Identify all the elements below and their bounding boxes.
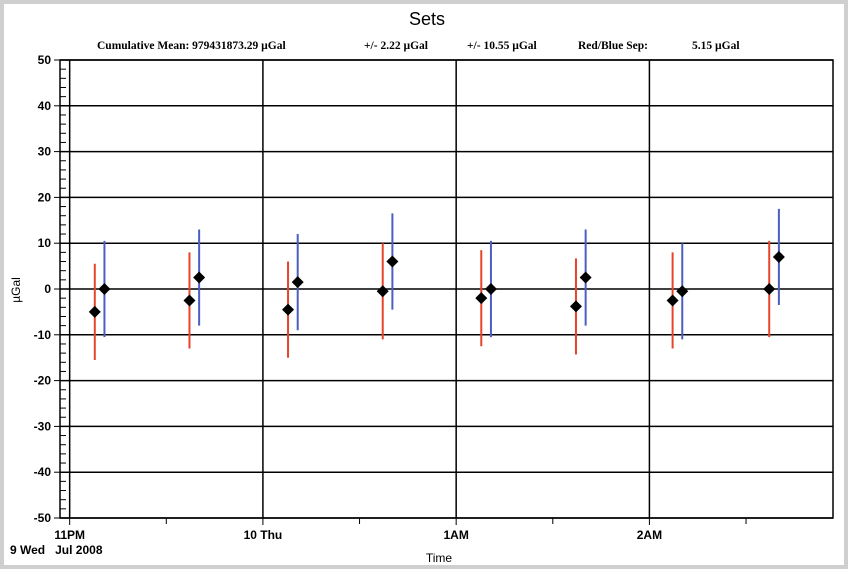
x-tick-label: 2AM: [637, 528, 662, 542]
y-tick-label: 20: [38, 190, 52, 204]
marker-s1-1: [193, 271, 206, 284]
marker-s1-0: [98, 283, 111, 295]
marker-s1-3: [386, 255, 399, 268]
marker-s0-6: [666, 294, 679, 307]
y-tick-label: -30: [34, 419, 52, 433]
y-tick-label: -50: [34, 511, 52, 525]
y-tick-label: 30: [38, 145, 52, 159]
marker-s1-4: [484, 283, 497, 295]
x-axis-label: Time: [426, 551, 453, 565]
marker-s0-2: [282, 303, 295, 316]
marker-s0-4: [475, 292, 488, 305]
y-axis-label: µGal: [9, 277, 23, 303]
y-tick-label: 40: [38, 99, 52, 113]
y-tick-label: -10: [34, 328, 52, 342]
marker-s0-5: [569, 300, 582, 313]
x-tick-label: 10 Thu: [244, 528, 283, 542]
x-axis-ticks: 11PM 10 Thu 1AM 2AM: [54, 528, 662, 542]
subtitle-mean: Cumulative Mean: 979431873.29 µGal: [97, 40, 286, 52]
y-tick-label: -40: [34, 465, 52, 479]
marker-s0-7: [763, 283, 776, 295]
marker-s1-2: [291, 276, 304, 289]
minor-ticks: [54, 59, 747, 525]
y-tick-label: 10: [38, 236, 52, 250]
date-label: 9 Wed Jul 2008: [10, 543, 103, 557]
marker-s0-0: [88, 305, 101, 318]
chart-title: Sets: [409, 9, 445, 29]
y-tick-label: 50: [38, 53, 52, 67]
y-tick-label: 0: [44, 282, 51, 296]
subtitle-error-1: +/- 2.22 µGal: [364, 40, 428, 52]
marker-s1-7: [772, 250, 785, 263]
marker-s1-5: [579, 271, 592, 284]
marker-s1-6: [676, 285, 689, 298]
plot-area-border: [59, 59, 834, 519]
y-tick-label: -20: [34, 374, 52, 388]
subtitle-separation-value: 5.15 µGal: [692, 40, 740, 52]
y-axis-ticks: 50 40 30 20 10 0 -10 -20 -30 -40 -50: [34, 53, 52, 525]
grid: [60, 59, 833, 519]
subtitle-error-2: +/- 10.55 µGal: [467, 40, 537, 52]
subtitle-separation-label: Red/Blue Sep:: [578, 40, 648, 52]
marker-s0-1: [183, 294, 196, 307]
data-marks: [88, 208, 785, 360]
x-tick-label: 11PM: [54, 528, 85, 542]
marker-s0-3: [376, 285, 389, 298]
x-tick-label: 1AM: [443, 528, 468, 542]
